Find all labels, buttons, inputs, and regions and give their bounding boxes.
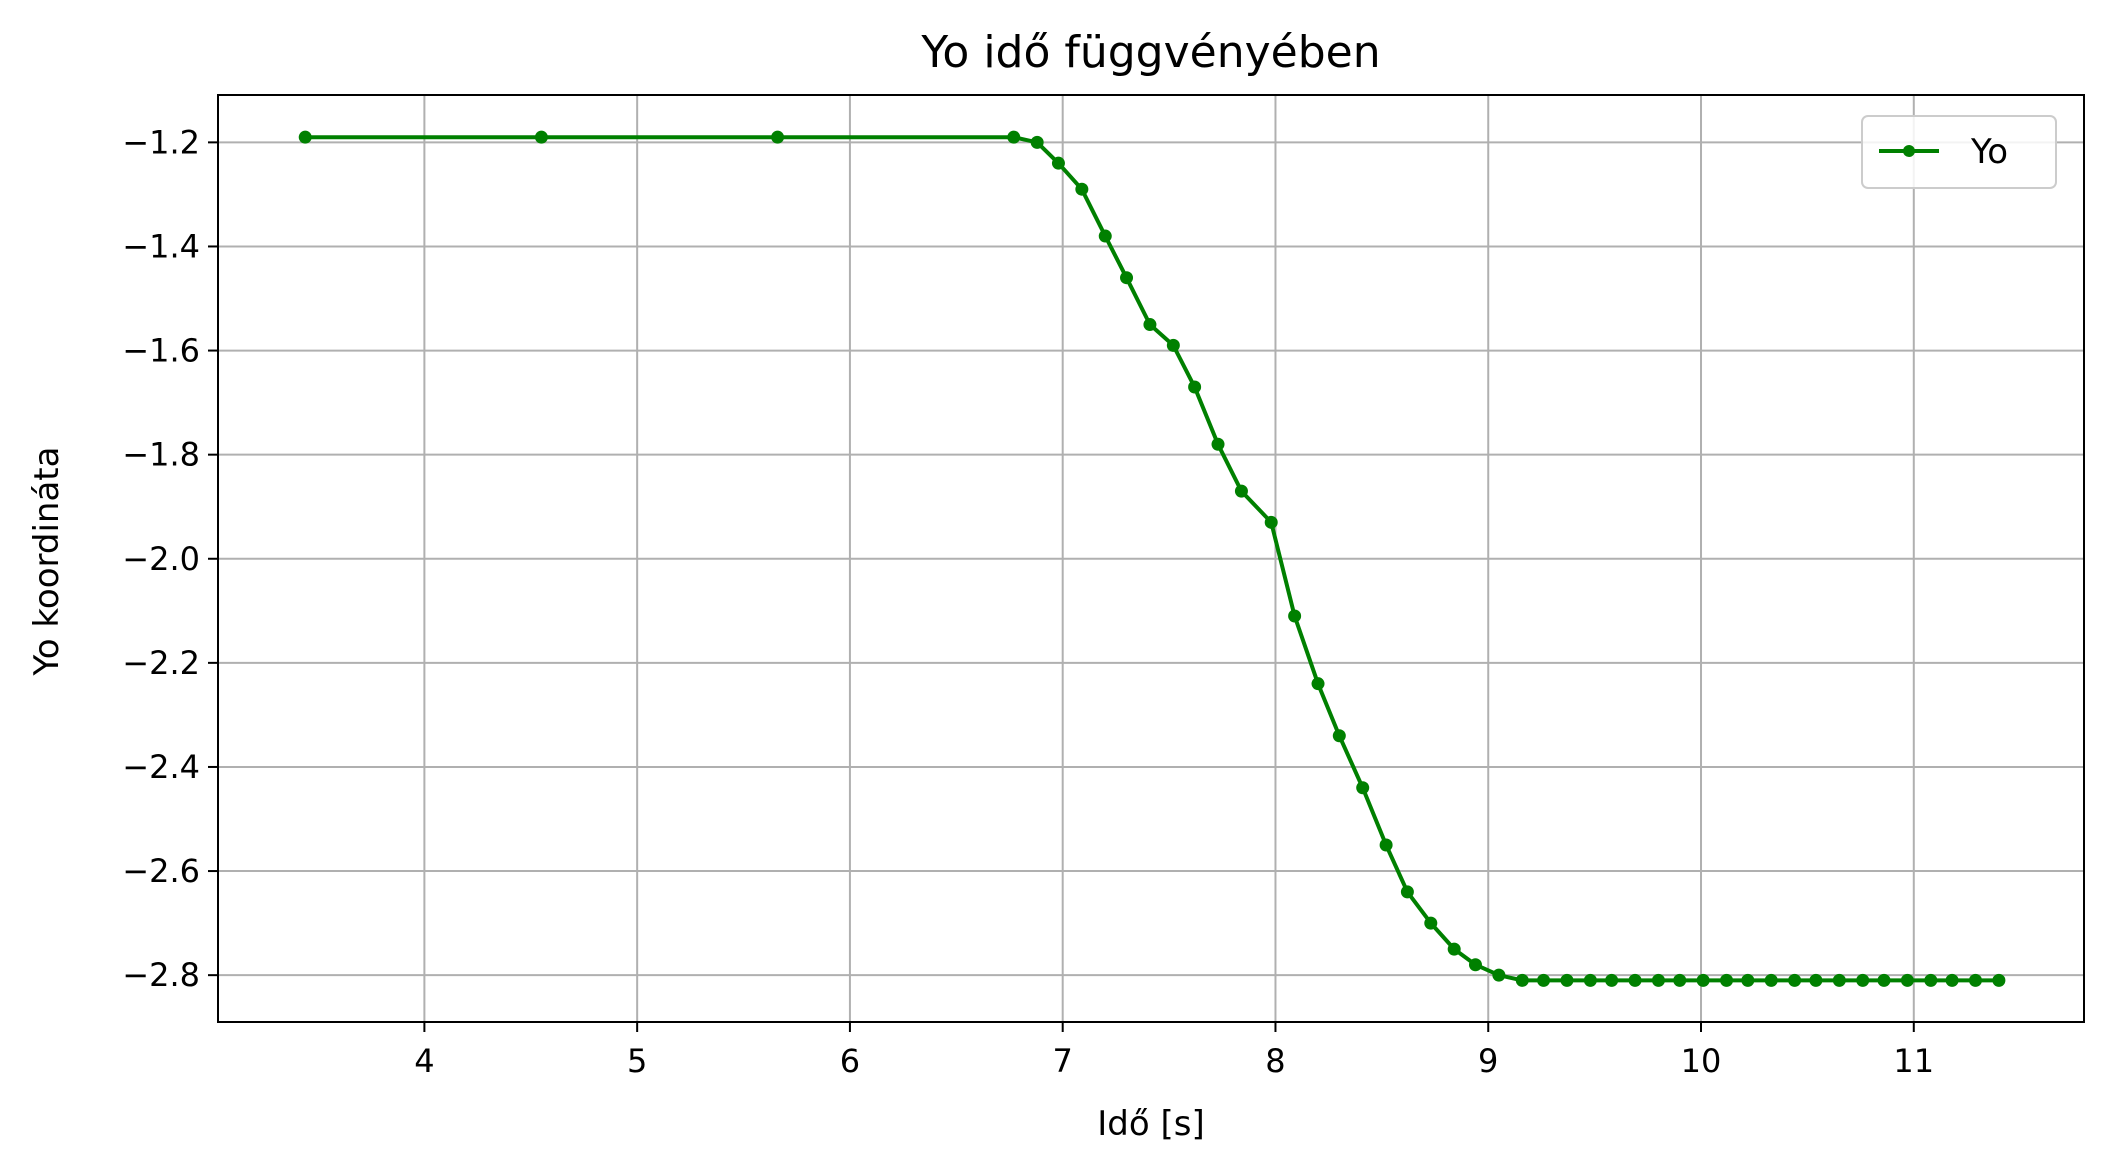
data-point (1515, 973, 1529, 987)
x-tick-label: 7 (1053, 1042, 1073, 1080)
data-point (1492, 968, 1506, 982)
legend-label-yo: Yo (1970, 132, 2008, 172)
data-point (1288, 609, 1302, 623)
data-point (771, 130, 785, 144)
data-point (1537, 973, 1551, 987)
data-point (298, 130, 312, 144)
data-point (1264, 515, 1278, 529)
data-point (1332, 729, 1346, 743)
data-point (1166, 338, 1180, 352)
x-tick-label: 5 (627, 1042, 647, 1080)
y-tick-label: −2.4 (122, 748, 200, 786)
data-point (1007, 130, 1021, 144)
data-point (1809, 973, 1823, 987)
y-tick-label: −1.6 (122, 332, 200, 370)
data-point (1856, 973, 1870, 987)
x-axis-label: Idő [s] (1097, 1104, 1204, 1144)
data-point (1211, 437, 1225, 451)
data-point (1075, 182, 1089, 196)
data-point (1764, 973, 1778, 987)
y-tick-label: −2.0 (122, 540, 200, 578)
data-point (1098, 229, 1112, 243)
y-tick-label: −1.4 (122, 227, 200, 265)
data-point (1447, 942, 1461, 956)
grid (218, 95, 2084, 1022)
y-tick-label: −1.8 (122, 436, 200, 474)
data-point (1651, 973, 1665, 987)
x-tick-label: 11 (1893, 1042, 1934, 1080)
data-point (1379, 838, 1393, 852)
x-tick-label: 10 (1681, 1042, 1722, 1080)
data-point (1424, 916, 1438, 930)
data-point (1741, 973, 1755, 987)
data-point (1120, 271, 1134, 285)
y-axis-label: Yo koordináta (27, 447, 67, 677)
data-point (1605, 973, 1619, 987)
data-point (1673, 973, 1687, 987)
data-point (1788, 973, 1802, 987)
data-point (1560, 973, 1574, 987)
data-point (1311, 677, 1325, 691)
series-layer (298, 130, 2006, 987)
y-tick-label: −2.6 (122, 852, 200, 890)
data-point (1968, 973, 1982, 987)
legend-marker-yo (1903, 145, 1915, 157)
data-point (1051, 156, 1065, 170)
data-point (1696, 973, 1710, 987)
legend: Yo (1861, 115, 2057, 189)
data-point (1628, 973, 1642, 987)
x-tick-label: 8 (1265, 1042, 1285, 1080)
data-point (1945, 973, 1959, 987)
y-tick-label: −2.8 (122, 956, 200, 994)
data-point (1992, 973, 2006, 987)
x-tick-label: 9 (1478, 1042, 1498, 1080)
data-point (1188, 380, 1202, 394)
y-tick-label: −1.2 (122, 123, 200, 161)
data-point (1468, 958, 1482, 972)
data-point (1900, 973, 1914, 987)
data-point (1832, 973, 1846, 987)
data-point (1877, 973, 1891, 987)
x-tick-label: 6 (840, 1042, 860, 1080)
y-tick-label: −2.2 (122, 644, 200, 682)
data-point (1924, 973, 1938, 987)
data-point (1030, 135, 1044, 149)
legend-box (1861, 115, 2057, 189)
x-tick-label: 4 (414, 1042, 434, 1080)
data-point (1400, 885, 1414, 899)
chart-title: Yo idő függvényében (920, 27, 1380, 78)
data-point (1720, 973, 1734, 987)
data-point (1234, 484, 1248, 498)
axis-ticks: 4 5 6 7 8 9 10 11 −1.2 −1.4 −1.6 −1.8 −2.0 −2.2 −2.4 −2… (122, 123, 1934, 1080)
data-point (534, 130, 548, 144)
data-point (1356, 781, 1370, 795)
data-point (1143, 318, 1157, 332)
data-point (1583, 973, 1597, 987)
